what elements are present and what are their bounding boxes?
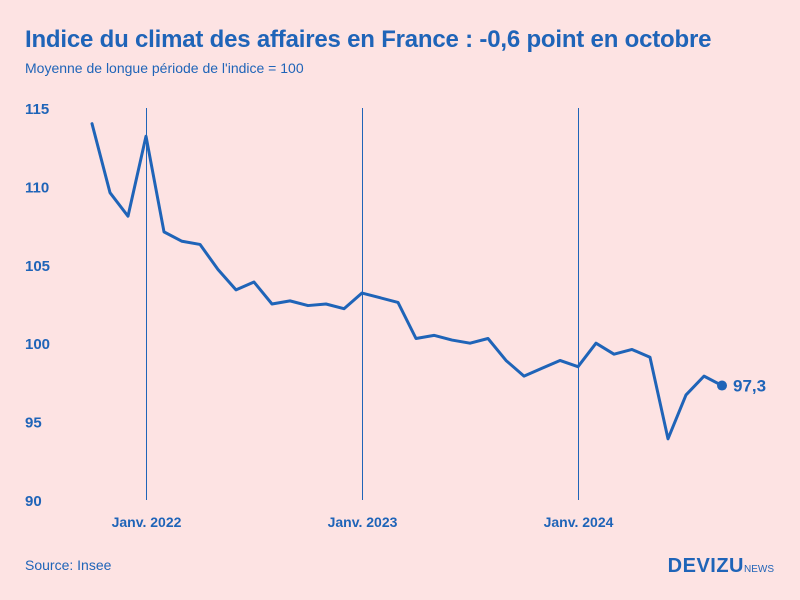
brand-name: DEVIZU xyxy=(667,555,744,577)
last-point-marker xyxy=(717,380,727,391)
y-tick-label: 110 xyxy=(25,179,49,196)
y-tick-label: 100 xyxy=(25,336,50,353)
chart-subtitle: Moyenne de longue période de l'indice = … xyxy=(25,60,304,76)
x-tick-label: Janv. 2023 xyxy=(328,514,398,530)
x-axis: Janv. 2022 Janv. 2023 Janv. 2024 xyxy=(112,108,614,530)
brand-logo: DEVIZUNEWS xyxy=(668,555,774,578)
series-layer: 97,3 xyxy=(90,122,766,441)
source-note: Source: Insee xyxy=(25,557,112,573)
last-value-label: 97,3 xyxy=(733,377,766,396)
x-tick-label: Janv. 2022 xyxy=(112,514,182,530)
chart-title: Indice du climat des affaires en France … xyxy=(25,26,712,53)
y-tick-label: 115 xyxy=(25,101,49,118)
brand-suffix: NEWS xyxy=(744,564,774,575)
y-axis: 90 95 100 105 110 115 xyxy=(25,101,50,510)
y-tick-label: 95 xyxy=(25,415,42,432)
y-tick-label: 90 xyxy=(25,493,42,510)
y-tick-label: 105 xyxy=(25,258,50,275)
series-line xyxy=(90,122,724,441)
x-tick-label: Janv. 2024 xyxy=(544,514,614,530)
